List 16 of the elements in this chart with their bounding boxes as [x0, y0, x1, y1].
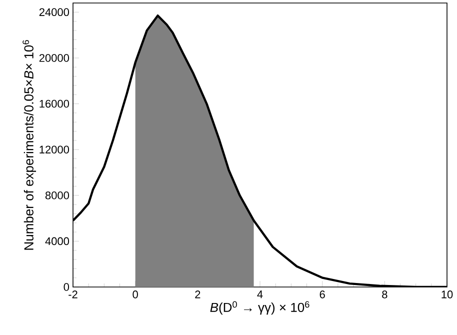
x-tick-label: 0 — [132, 290, 138, 298]
x-tick-label: 10 — [442, 290, 453, 298]
y-tick-label: 4000 — [45, 237, 70, 246]
x-axis-title: B(D$^{0}$ → γγ) × 10$^{6}$ — [210, 301, 310, 315]
y-tick-label: 0 — [64, 283, 70, 291]
y-tick-label: 20000 — [39, 54, 70, 62]
y-tick-label: 24000 — [39, 8, 70, 16]
y-tick-label: 16000 — [40, 100, 70, 108]
x-tick-label: 8 — [382, 290, 388, 298]
x-tick-label: 2 — [195, 290, 200, 298]
x-tick-label: 6 — [320, 290, 325, 298]
x-tick-label: 4 — [257, 290, 263, 298]
x-tick-label: -2 — [68, 290, 78, 298]
y-axis-title: Number of experiments/0.05×B× 10$^{6}$ — [22, 40, 36, 250]
y-tick-label: 8000 — [45, 192, 70, 200]
y-tick-label: 12000 — [40, 146, 70, 154]
